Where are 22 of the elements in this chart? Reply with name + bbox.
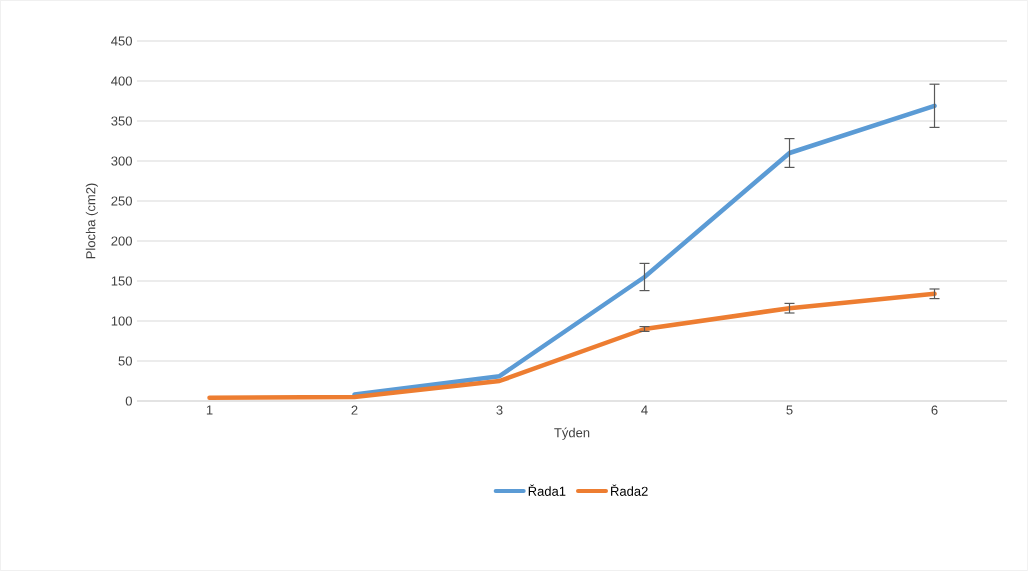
y-tick-label: 250 (111, 196, 132, 206)
y-tick-label: 450 (111, 36, 132, 46)
x-tick-label: 2 (351, 405, 358, 415)
y-tick-label: 200 (111, 236, 132, 246)
y-tick-label: 50 (118, 356, 132, 366)
y-tick-label: 400 (111, 76, 132, 86)
y-tick-label: 350 (111, 116, 132, 126)
y-tick-label: 300 (111, 156, 132, 166)
y-tick-label: 0 (125, 396, 132, 406)
legend-label: Řada1 (528, 484, 566, 496)
line-series (352, 103, 937, 397)
y-tick-label: 100 (111, 316, 132, 326)
x-tick-label: 1 (206, 405, 213, 415)
x-tick-label: 5 (786, 405, 793, 415)
x-axis-title: Týden (554, 427, 590, 440)
line-series (207, 291, 937, 401)
legend-label: Řada2 (611, 484, 648, 496)
y-axis-title: Plocha (cm2) (85, 183, 98, 259)
x-tick-label: 6 (931, 405, 938, 415)
y-tick-label: 150 (111, 276, 132, 286)
x-tick-label: 4 (641, 405, 648, 415)
x-tick-label: 3 (496, 405, 503, 415)
